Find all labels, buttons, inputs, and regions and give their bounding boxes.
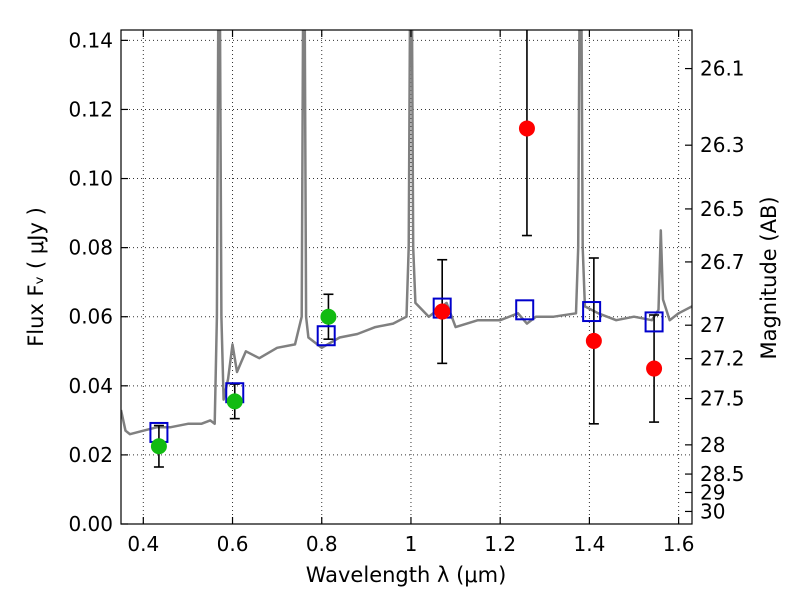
mag-tick-label: 27.5 bbox=[700, 387, 745, 411]
plot-frame bbox=[120, 29, 693, 525]
y-tick-label: 0.02 bbox=[68, 443, 113, 467]
green-data-point bbox=[226, 393, 243, 410]
y-tick-label: 0.10 bbox=[68, 167, 113, 191]
red-data-point bbox=[518, 120, 535, 137]
y-tick-label: 0.08 bbox=[68, 236, 113, 260]
mag-tick-label: 26.7 bbox=[700, 250, 745, 274]
plot-area bbox=[121, 30, 692, 468]
spectrum-line bbox=[121, 30, 692, 436]
mag-tick-label: 27 bbox=[700, 313, 725, 337]
x-axis-title: Wavelength λ (μm) bbox=[306, 563, 507, 587]
model-square bbox=[582, 301, 602, 323]
model-square bbox=[644, 311, 664, 333]
x-tick-label: 1 bbox=[405, 532, 418, 556]
mag-tick-label: 30 bbox=[700, 499, 725, 523]
red-data-point bbox=[434, 303, 451, 320]
model-square bbox=[515, 299, 535, 321]
mag-tick-label: 29 bbox=[700, 480, 725, 504]
x-tick-label: 1.4 bbox=[573, 532, 605, 556]
mag-tick-label: 26.5 bbox=[700, 197, 745, 221]
green-data-point bbox=[320, 308, 337, 325]
model-square bbox=[316, 325, 336, 347]
y-tick-label: 0.06 bbox=[68, 305, 113, 329]
x-tick-label: 1.2 bbox=[484, 532, 516, 556]
mag-tick-label: 26.3 bbox=[700, 133, 745, 157]
y-axis-title: Flux Fᵥ ( μJy ) bbox=[24, 207, 48, 347]
mag-tick-label: 26.1 bbox=[700, 57, 745, 81]
mag-tick-label: 27.2 bbox=[700, 347, 745, 371]
y-tick-label: 0.12 bbox=[68, 97, 113, 121]
x-tick-label: 0.8 bbox=[306, 532, 338, 556]
y-tick-label: 0.14 bbox=[68, 28, 113, 52]
red-data-point bbox=[585, 332, 602, 349]
y-tick-label: 0.04 bbox=[68, 374, 113, 398]
right-y-axis-title: Magnitude (AB) bbox=[757, 196, 781, 359]
axes: 0.4 0.6 0.8 1 1.2 1.4 1.6 0.00 0.02 0.04 0.06 0.08 0… bbox=[68, 28, 744, 556]
x-tick-label: 0.4 bbox=[127, 532, 159, 556]
y-tick-label: 0.00 bbox=[68, 512, 113, 536]
mag-tick-label: 28.5 bbox=[700, 462, 745, 486]
red-data-point bbox=[646, 360, 663, 377]
x-tick-label: 1.6 bbox=[663, 532, 695, 556]
x-tick-label: 0.6 bbox=[217, 532, 249, 556]
mag-tick-label: 28 bbox=[700, 433, 725, 457]
green-data-point bbox=[150, 438, 167, 455]
